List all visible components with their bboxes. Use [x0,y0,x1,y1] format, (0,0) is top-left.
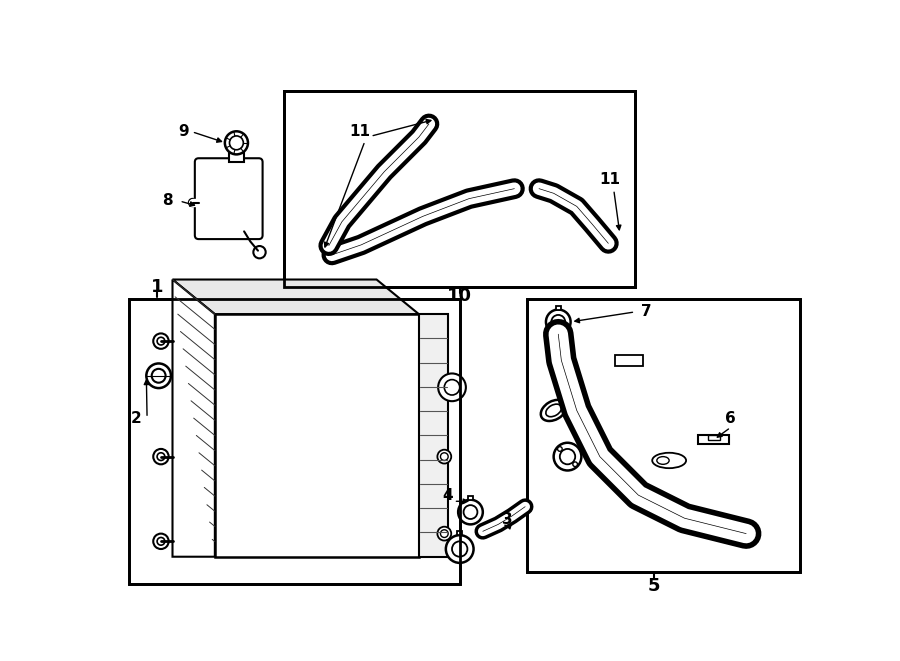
Circle shape [158,453,165,461]
Text: 9: 9 [179,124,189,139]
Text: 6: 6 [725,410,736,426]
Text: 10: 10 [447,288,473,305]
Bar [526,299,800,572]
Circle shape [452,541,467,557]
Circle shape [153,449,168,464]
Bar [427,103,431,107]
Circle shape [446,535,473,563]
Circle shape [514,176,540,202]
Circle shape [152,369,166,383]
Ellipse shape [541,400,566,421]
Circle shape [552,315,565,329]
Circle shape [613,238,624,249]
Circle shape [549,339,568,358]
Bar [457,531,462,535]
Circle shape [464,505,477,519]
Circle shape [438,373,466,401]
Circle shape [440,529,448,537]
Circle shape [424,111,434,120]
Circle shape [147,364,171,388]
Circle shape [189,199,196,206]
Circle shape [519,181,535,196]
Ellipse shape [652,453,686,468]
Circle shape [158,537,165,545]
Text: 11: 11 [599,172,620,187]
Bar [707,435,720,440]
Bar [556,305,561,309]
Bar [284,91,634,288]
Bar [616,355,643,366]
Bar [215,314,418,557]
Circle shape [458,500,482,524]
Text: 3: 3 [502,512,513,527]
Polygon shape [173,280,215,557]
Circle shape [310,244,332,266]
Text: 5: 5 [647,577,660,595]
Bar [129,299,460,584]
Circle shape [558,447,562,451]
Bar [229,153,244,162]
Circle shape [315,249,328,261]
Bar [468,496,472,500]
Bar [526,299,800,572]
Circle shape [225,132,248,155]
Text: 1: 1 [151,278,164,296]
Text: 11: 11 [349,124,370,139]
Polygon shape [418,314,448,557]
Circle shape [254,246,266,258]
Bar [319,240,323,244]
Ellipse shape [545,404,562,416]
FancyBboxPatch shape [194,158,263,239]
Text: 8: 8 [162,194,173,208]
Circle shape [546,309,571,334]
Circle shape [554,443,581,471]
Circle shape [609,234,627,253]
Circle shape [153,533,168,549]
Text: 4: 4 [442,488,453,502]
Text: 2: 2 [130,410,141,426]
Circle shape [553,342,563,354]
Circle shape [158,337,165,345]
Circle shape [560,449,575,464]
Circle shape [437,527,451,541]
Circle shape [445,379,460,395]
Bar [129,299,460,584]
Circle shape [440,453,448,461]
Circle shape [572,462,578,467]
Bar [284,91,634,288]
Bar [616,230,621,234]
Bar [284,91,634,288]
Polygon shape [173,280,418,314]
Bar [698,435,729,444]
Circle shape [230,136,243,150]
Circle shape [153,333,168,349]
Text: 7: 7 [641,304,652,319]
Circle shape [437,449,451,463]
Ellipse shape [657,457,669,464]
Circle shape [420,107,437,124]
